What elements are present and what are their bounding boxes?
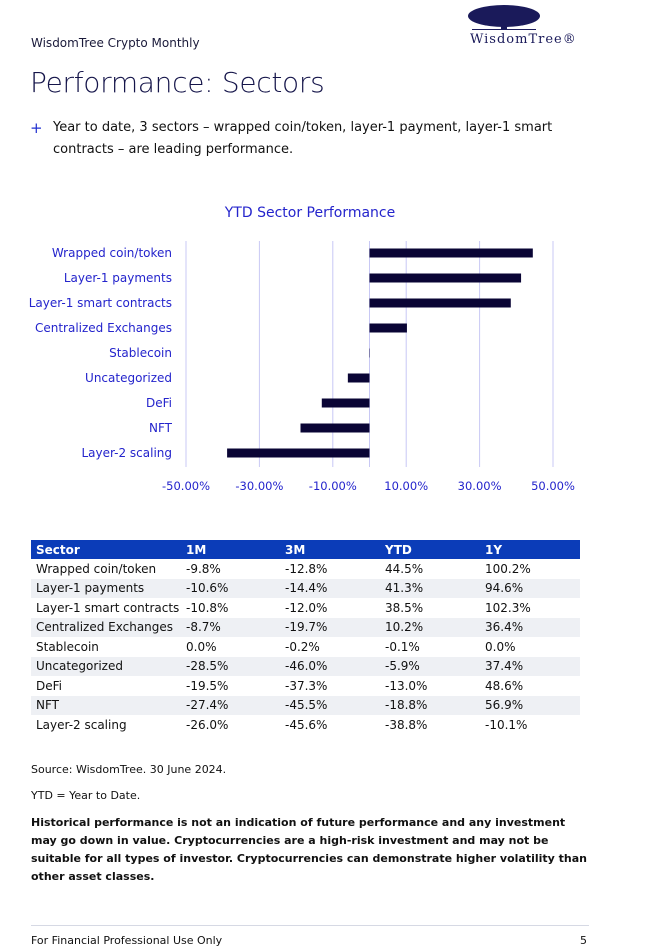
category-label: Layer-2 scaling <box>81 446 172 460</box>
category-label: Wrapped coin/token <box>52 246 172 260</box>
table-cell: -13.0% <box>385 678 428 693</box>
x-tick-label: 50.00% <box>531 479 575 493</box>
column-header: Sector <box>31 540 181 559</box>
table-cell: 56.9% <box>480 695 580 715</box>
table-cell: -28.5% <box>181 656 280 676</box>
category-label: NFT <box>149 421 173 435</box>
table-cell: Stablecoin <box>36 639 99 654</box>
table-header-row: Sector 1M 3M YTD 1Y <box>31 540 580 559</box>
table-cell: 100.2% <box>485 561 531 576</box>
table-cell: -14.4% <box>280 578 380 598</box>
bar <box>369 248 533 258</box>
bullet-text: Year to date, 3 sectors – wrapped coin/t… <box>53 120 553 157</box>
table-cell: -12.0% <box>285 600 328 615</box>
table-cell: -9.8% <box>186 561 221 576</box>
bar <box>369 298 511 308</box>
table-cell: 0.0% <box>485 639 516 654</box>
category-label: Uncategorized <box>85 371 172 385</box>
table-cell: -10.6% <box>181 578 280 598</box>
footer-text: For Financial Professional Use Only <box>31 934 223 947</box>
x-tick-label: -30.00% <box>235 479 283 493</box>
publication-name: WisdomTree Crypto Monthly <box>31 36 200 50</box>
bar <box>300 423 370 433</box>
bar <box>369 273 522 283</box>
chart-title: YTD Sector Performance <box>224 205 396 221</box>
table-cell: -27.4% <box>181 695 280 715</box>
table-cell: -0.2% <box>285 639 320 654</box>
table-row: Layer-1 payments -10.6% -14.4% 41.3% 94.6% <box>31 578 580 598</box>
column-header: 3M <box>280 540 380 559</box>
table-cell: -0.1% <box>385 639 420 654</box>
table-cell: -19.5% <box>186 678 229 693</box>
table-cell: -10.8% <box>186 600 229 615</box>
table-row: DeFi -19.5% -37.3% -13.0% 48.6% <box>31 676 580 696</box>
table-cell: -26.0% <box>186 717 229 732</box>
table-cell: Wrapped coin/token <box>36 561 157 576</box>
category-label: Centralized Exchanges <box>35 321 172 335</box>
table-cell: 102.3% <box>485 600 531 615</box>
table-cell: -46.0% <box>280 656 380 676</box>
table-cell: 48.6% <box>485 678 524 693</box>
table-cell: Centralized Exchanges <box>31 617 181 637</box>
ytd-note: YTD = Year to Date. <box>31 789 141 802</box>
table-cell: DeFi <box>36 678 62 693</box>
table-cell: Uncategorized <box>31 656 181 676</box>
category-label: Layer-1 smart contracts <box>29 296 172 310</box>
logo-text: WisdomTree® <box>470 32 577 47</box>
column-header: 1M <box>181 540 280 559</box>
table-cell: -12.8% <box>285 561 328 576</box>
table-cell: 41.3% <box>380 578 480 598</box>
table-cell: Layer-1 smart contracts <box>36 600 180 615</box>
sector-bar-chart: -50.00% -30.00% -10.00% 10.00% 30.00% 50.00% W… <box>29 241 575 493</box>
table-cell: 36.4% <box>480 617 580 637</box>
source-note: Source: WisdomTree. 30 June 2024. <box>31 763 227 776</box>
table-cell: Layer-2 scaling <box>36 717 127 732</box>
table-cell: -18.8% <box>380 695 480 715</box>
table-cell: 38.5% <box>385 600 424 615</box>
bar <box>369 323 407 333</box>
table-cell: -8.7% <box>181 617 280 637</box>
category-label: Layer-1 payments <box>64 271 172 285</box>
bullet-plus-icon: + <box>30 119 43 137</box>
table-cell: -10.1% <box>485 717 528 732</box>
sector-performance-table: Sector 1M 3M YTD 1Y Wrapped coin/token -9.8% -… <box>31 540 580 735</box>
table-row: Layer-1 smart contracts -10.8% -12.0% 38.5%… <box>31 598 580 618</box>
bar <box>347 373 370 383</box>
category-label: Stablecoin <box>109 346 172 360</box>
table-row: Layer-2 scaling -26.0% -45.6% -38.8% -10.1% <box>31 715 580 735</box>
table-cell: -45.6% <box>285 717 328 732</box>
table-row: Centralized Exchanges -8.7% -19.7% 10.2% 36.… <box>31 617 580 637</box>
x-tick-label: 30.00% <box>458 479 502 493</box>
table-cell: -38.8% <box>385 717 428 732</box>
page-number: 5 <box>580 934 587 947</box>
category-label: DeFi <box>146 396 172 410</box>
table-cell: Layer-1 payments <box>31 578 181 598</box>
column-header: YTD <box>380 540 480 559</box>
table-row: Wrapped coin/token -9.8% -12.8% 44.5% 100.2% <box>31 559 580 579</box>
table-cell: NFT <box>31 695 181 715</box>
table-row: NFT -27.4% -45.5% -18.8% 56.9% <box>31 695 580 715</box>
table-cell: 10.2% <box>380 617 480 637</box>
x-tick-label: 10.00% <box>384 479 428 493</box>
table-cell: 0.0% <box>186 639 217 654</box>
footer-divider <box>31 925 589 926</box>
table-cell: 37.4% <box>480 656 580 676</box>
table-cell: -19.7% <box>280 617 380 637</box>
wisdomtree-logo-tree-icon <box>468 5 540 30</box>
bar <box>321 398 370 408</box>
table-row: Stablecoin 0.0% -0.2% -0.1% 0.0% <box>31 637 580 657</box>
column-header: 1Y <box>480 540 580 559</box>
table-cell: 44.5% <box>385 561 424 576</box>
page-title: Performance: Sectors <box>30 66 325 99</box>
table-cell: -37.3% <box>285 678 328 693</box>
table-cell: -45.5% <box>280 695 380 715</box>
table-cell: -5.9% <box>380 656 480 676</box>
x-tick-label: -50.00% <box>162 479 210 493</box>
table-cell: 94.6% <box>480 578 580 598</box>
disclaimer: Historical performance is not an indicat… <box>31 816 588 883</box>
table-row: Uncategorized -28.5% -46.0% -5.9% 37.4% <box>31 656 580 676</box>
bar <box>227 448 370 458</box>
x-tick-label: -10.00% <box>309 479 357 493</box>
